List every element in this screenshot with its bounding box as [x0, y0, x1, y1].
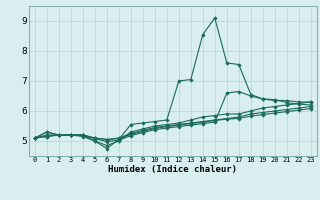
X-axis label: Humidex (Indice chaleur): Humidex (Indice chaleur) [108, 165, 237, 174]
